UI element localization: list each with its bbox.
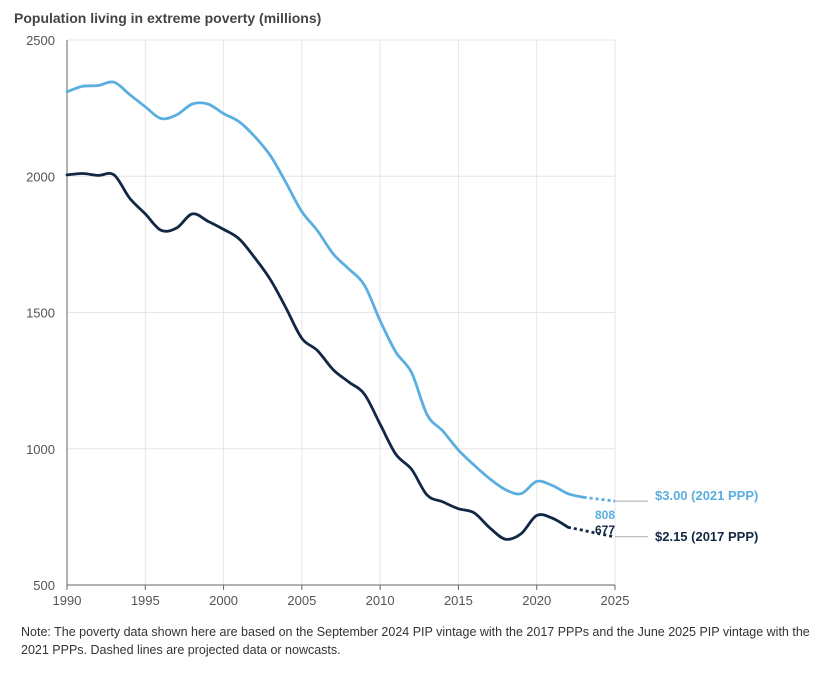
x-tick-label: 2005 <box>287 593 316 608</box>
series-name-label-0: $3.00 (2021 PPP) <box>655 488 758 503</box>
x-tick-label: 2010 <box>366 593 395 608</box>
y-tick-label: 500 <box>33 578 55 593</box>
x-tick-label: 2020 <box>522 593 551 608</box>
y-tick-label: 2000 <box>26 169 55 184</box>
end-labels: $3.00 (2021 PPP) 808 $2.15 (2017 PPP) 677 <box>595 488 758 544</box>
series-line-1 <box>65 172 570 541</box>
series-lines <box>65 80 616 541</box>
x-tick-label: 2000 <box>209 593 238 608</box>
series-line-0 <box>65 80 586 499</box>
series-projection-1 <box>567 525 616 539</box>
x-tick-label: 2025 <box>601 593 630 608</box>
series-end-value-1: 677 <box>595 523 615 537</box>
x-tick-label: 2015 <box>444 593 473 608</box>
chart-title: Population living in extreme poverty (mi… <box>14 10 322 26</box>
y-tick-label: 1000 <box>26 442 55 457</box>
x-axis-ticks: 1990 1995 2000 2005 2010 2015 2020 2025 <box>53 585 630 608</box>
series-projection-0 <box>583 495 616 503</box>
y-axis-ticks: 500 1000 1500 2000 2500 <box>26 33 55 593</box>
grid <box>66 39 616 586</box>
y-tick-label: 1500 <box>26 306 55 321</box>
x-tick-label: 1995 <box>131 593 160 608</box>
footnote: Note: The poverty data shown here are ba… <box>21 625 810 657</box>
series-name-label-1: $2.15 (2017 PPP) <box>655 529 758 544</box>
x-tick-label: 1990 <box>53 593 82 608</box>
series-end-value-0: 808 <box>595 508 615 522</box>
line-chart: 500 1000 1500 2000 2500 1990 1995 2000 2005 2010… <box>26 33 758 608</box>
y-tick-label: 2500 <box>26 33 55 48</box>
